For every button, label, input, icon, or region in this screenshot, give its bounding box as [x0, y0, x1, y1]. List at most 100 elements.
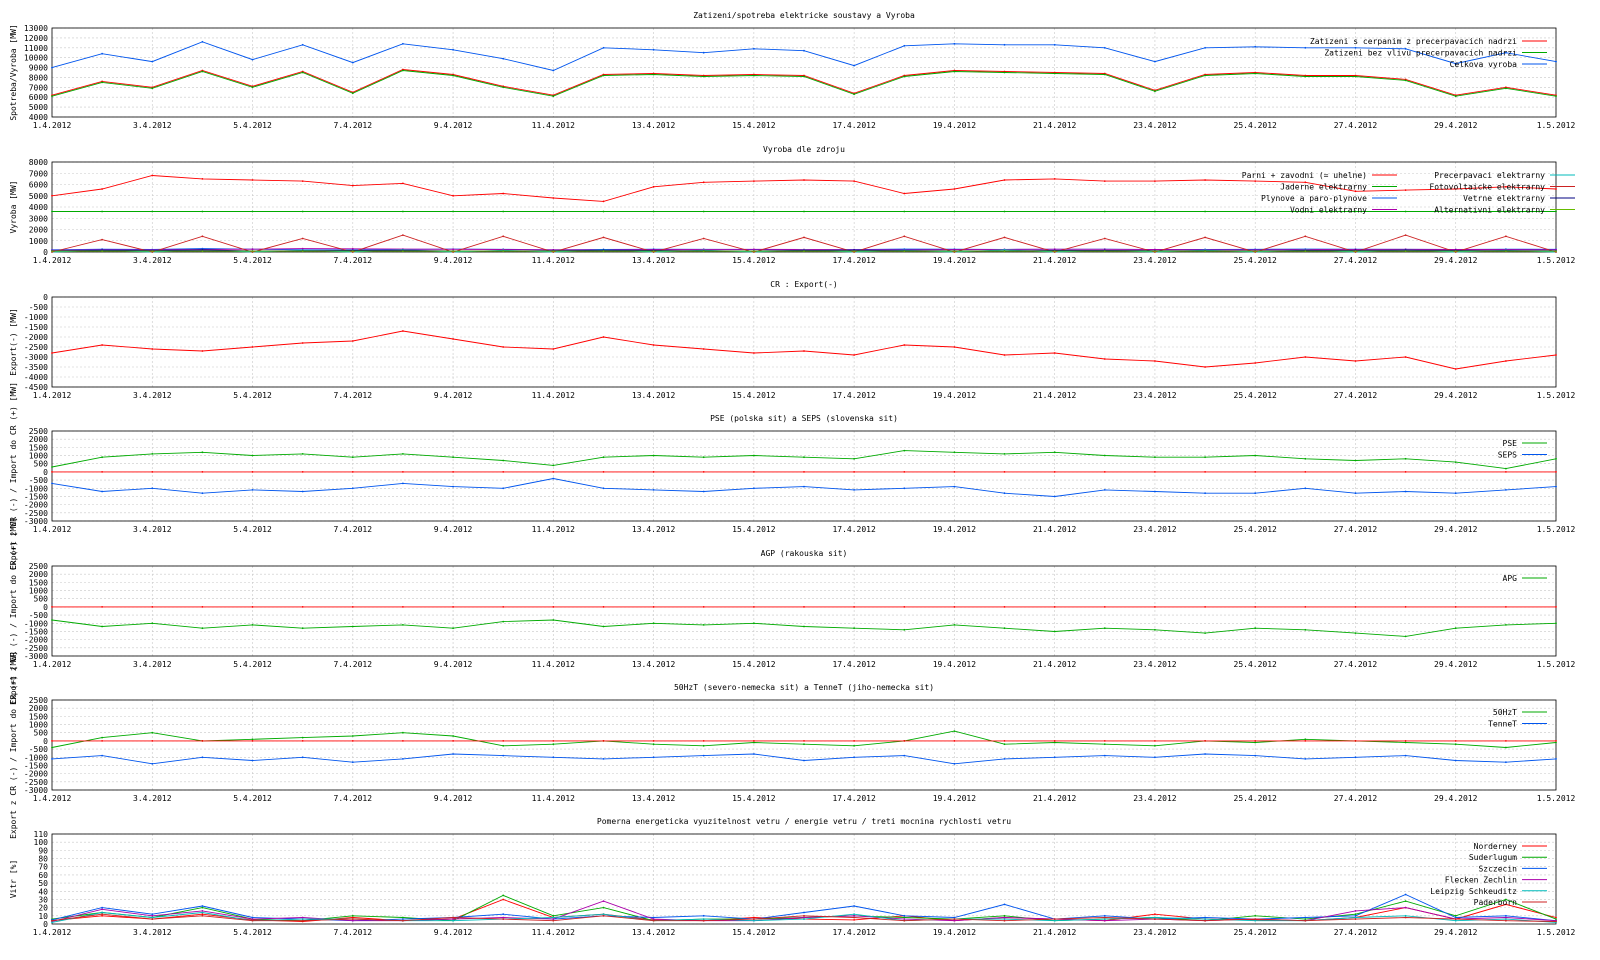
data-point — [151, 731, 154, 734]
data-point — [502, 744, 505, 747]
data-point — [402, 69, 404, 72]
data-point — [602, 913, 605, 916]
data-point — [1454, 250, 1457, 253]
x-tick-label: 29.4.2012 — [1434, 121, 1478, 130]
data-point — [1053, 178, 1056, 180]
data-point — [702, 918, 705, 920]
data-point — [1354, 190, 1357, 193]
data-point — [101, 914, 103, 917]
data-point — [301, 250, 304, 253]
data-point — [1505, 51, 1507, 54]
data-point — [1555, 457, 1557, 460]
data-point — [1505, 471, 1507, 473]
data-point — [351, 606, 354, 608]
x-tick-label: 9.4.2012 — [434, 256, 473, 265]
data-point — [1003, 236, 1006, 239]
data-point — [602, 336, 605, 338]
y-tick-label: -500 — [29, 303, 48, 312]
data-point — [1555, 60, 1557, 63]
data-point — [953, 188, 956, 190]
y-tick-label: 6000 — [29, 181, 48, 190]
data-point — [803, 485, 805, 488]
data-point — [1354, 913, 1357, 916]
data-point — [502, 459, 505, 462]
data-point — [1053, 210, 1056, 213]
y-tick-label: 1000 — [29, 587, 48, 596]
data-point — [652, 756, 655, 759]
chart-title: Vyroba dle zdroju — [763, 145, 845, 154]
y-tick-label: 1000 — [29, 237, 48, 246]
data-point — [552, 606, 555, 608]
x-tick-label: 23.4.2012 — [1133, 391, 1177, 400]
data-point — [1053, 741, 1056, 744]
data-point — [753, 250, 755, 253]
y-tick-label: 0 — [43, 737, 48, 746]
data-point — [1103, 627, 1106, 630]
data-point — [1304, 740, 1307, 742]
data-point — [1454, 368, 1457, 370]
data-point — [502, 913, 505, 916]
y-tick-label: 40 — [38, 887, 48, 896]
data-point — [903, 75, 906, 78]
data-point — [1254, 180, 1257, 183]
x-tick-label: 9.4.2012 — [434, 525, 473, 534]
data-point — [853, 740, 855, 742]
data-point — [201, 40, 204, 43]
data-point — [702, 348, 705, 350]
data-point — [552, 210, 555, 213]
data-point — [1555, 918, 1557, 920]
data-point — [903, 919, 906, 922]
y-tick-label: 1500 — [29, 443, 48, 452]
data-point — [1404, 47, 1407, 50]
data-point — [251, 179, 254, 181]
plot-frame — [51, 430, 1557, 522]
data-point — [201, 905, 204, 907]
y-tick-label: 8000 — [29, 158, 48, 167]
legend-label: Jaderne elektrarny — [1280, 183, 1367, 192]
data-point — [201, 210, 204, 213]
data-point — [1154, 628, 1156, 631]
plot-frame — [51, 27, 1557, 118]
x-tick-label: 11.4.2012 — [532, 928, 576, 937]
x-tick-label: 1.4.2012 — [33, 256, 72, 265]
data-point — [1505, 87, 1507, 90]
x-tick-label: 19.4.2012 — [933, 391, 977, 400]
data-point — [702, 471, 705, 473]
data-point — [1003, 43, 1006, 46]
x-tick-label: 17.4.2012 — [832, 256, 876, 265]
data-point — [753, 471, 755, 473]
data-point — [1505, 360, 1507, 362]
data-point — [1454, 606, 1457, 608]
data-point — [1555, 210, 1557, 213]
data-point — [602, 471, 605, 473]
x-tick-label: 23.4.2012 — [1133, 121, 1177, 130]
data-point — [1103, 210, 1106, 213]
chart-title: Pomerna energeticka vyuzitelnost vetru /… — [597, 817, 1011, 826]
plot-frame — [51, 699, 1557, 791]
data-point — [1304, 250, 1307, 253]
data-point — [652, 606, 655, 608]
data-point — [101, 52, 103, 55]
legend-label: Celkova vyroba — [1450, 60, 1518, 69]
data-point — [351, 735, 354, 737]
data-point — [1555, 354, 1557, 356]
data-point — [903, 210, 906, 213]
data-point — [1304, 471, 1307, 473]
chart-panel-7: Pomerna energeticka vyuzitelnost vetru /… — [9, 817, 1575, 937]
y-tick-label: -1500 — [24, 492, 48, 501]
x-tick-label: 5.4.2012 — [233, 928, 272, 937]
y-tick-label: -3500 — [24, 363, 48, 372]
data-point — [552, 916, 555, 919]
legend-label: Szczecin — [1478, 864, 1517, 873]
data-point — [101, 913, 103, 916]
data-point — [652, 743, 655, 746]
y-tick-label: 500 — [34, 729, 49, 738]
data-point — [1304, 487, 1307, 490]
data-point — [51, 352, 53, 354]
data-point — [301, 247, 304, 250]
data-point — [853, 916, 855, 919]
data-point — [753, 352, 755, 354]
legend-label: Zatizeni bez vlivu precerpavacich nadrzi — [1324, 49, 1517, 58]
data-point — [1454, 627, 1457, 630]
data-point — [351, 210, 354, 213]
